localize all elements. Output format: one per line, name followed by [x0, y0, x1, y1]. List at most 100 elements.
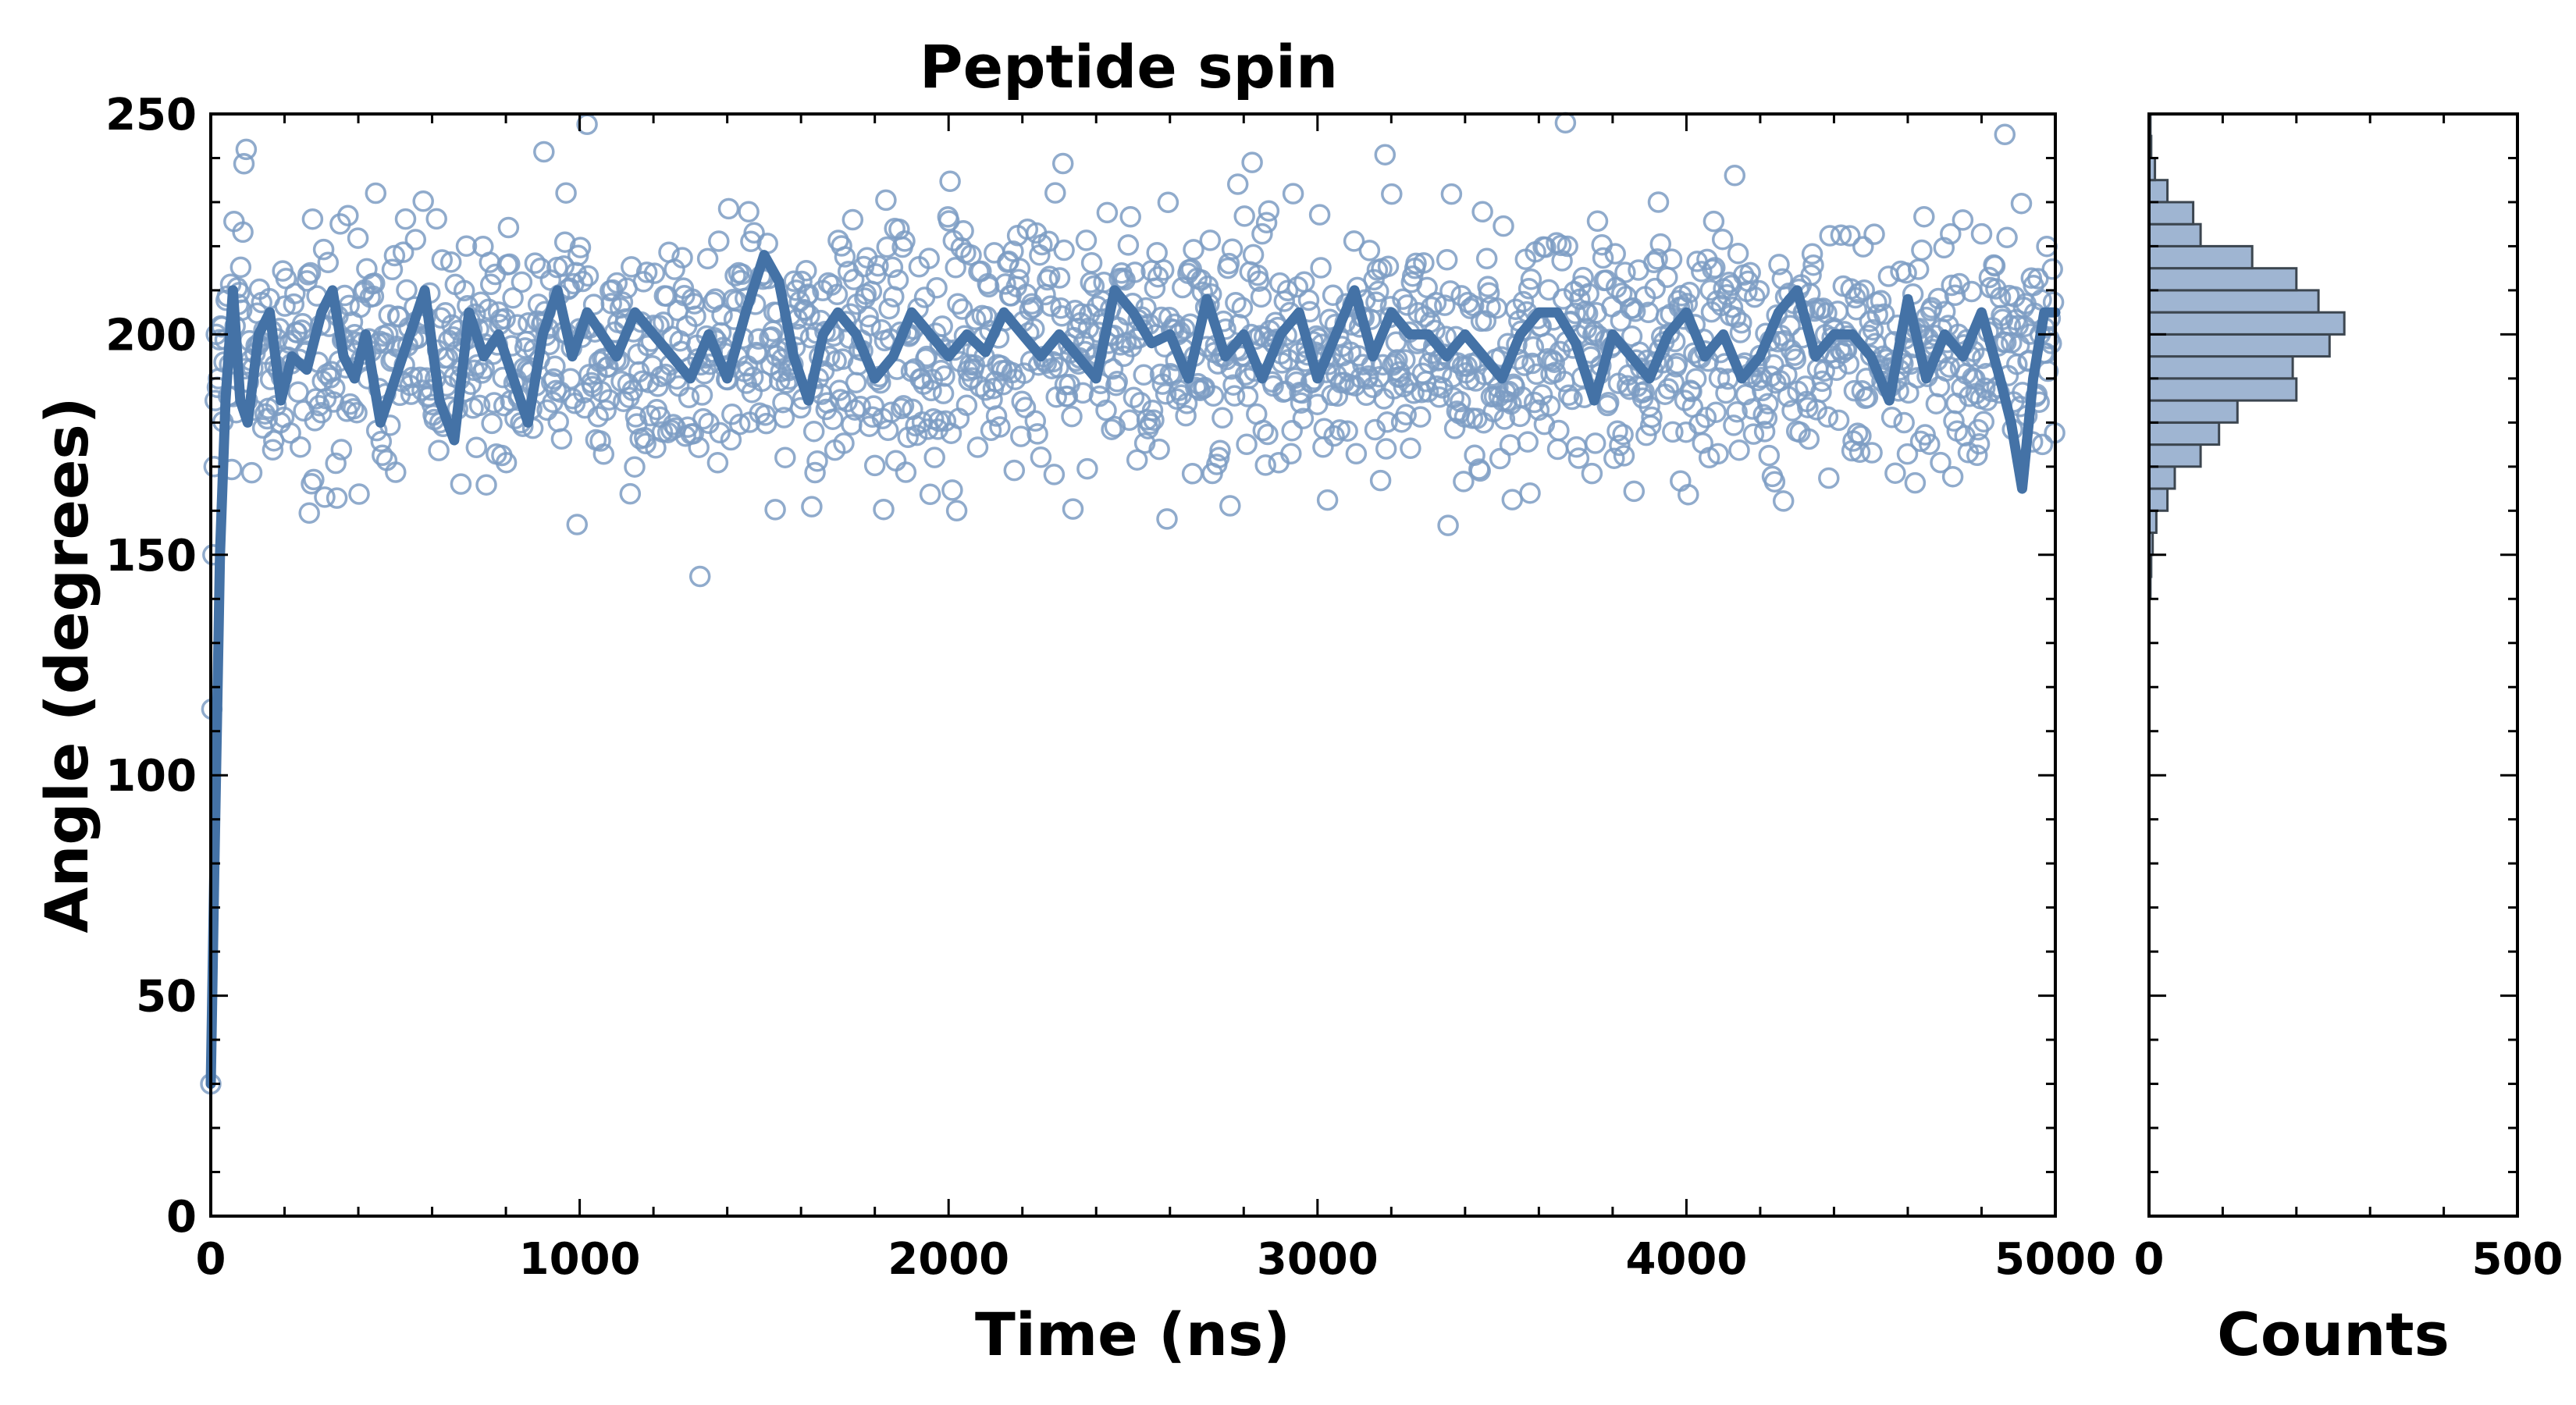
- data-point: [1440, 183, 1463, 205]
- data-point: [1724, 165, 1746, 187]
- data-point: [431, 249, 454, 271]
- data-point: [1729, 322, 1752, 343]
- data-point: [1539, 395, 1561, 417]
- data-point: [938, 210, 960, 232]
- data-point: [1343, 230, 1365, 252]
- data-point: [347, 227, 369, 249]
- data-point: [1117, 234, 1140, 256]
- data-point: [1863, 223, 1885, 245]
- data-point: [789, 397, 812, 419]
- data-point: [678, 386, 700, 409]
- histogram-bar: [2147, 465, 2176, 490]
- data-point: [1336, 420, 1358, 442]
- data-point: [1830, 224, 1852, 246]
- data-point: [1839, 225, 1861, 247]
- data-point: [229, 256, 252, 279]
- data-point: [1561, 388, 1583, 411]
- data-point: [330, 439, 353, 461]
- data-point: [802, 420, 825, 443]
- data-point: [1564, 302, 1586, 325]
- data-point: [1907, 258, 1930, 280]
- data-point: [2010, 192, 2033, 215]
- data-point: [624, 456, 646, 478]
- data-point: [1258, 200, 1280, 222]
- data-point: [1073, 331, 1095, 354]
- data-point: [1158, 306, 1180, 329]
- data-point: [1592, 247, 1614, 269]
- data-point: [1552, 288, 1574, 310]
- data-point: [314, 486, 336, 508]
- histogram-bar: [2147, 443, 2202, 468]
- data-point: [934, 365, 955, 387]
- data-point: [639, 404, 661, 427]
- data-point: [1368, 280, 1389, 303]
- data-point: [894, 230, 916, 252]
- data-point: [1763, 471, 1786, 493]
- data-point: [279, 422, 301, 444]
- data-point: [1685, 368, 1707, 389]
- data-point: [1453, 406, 1476, 428]
- data-point: [1281, 419, 1303, 442]
- x-tick-label: 2000: [888, 1234, 1009, 1285]
- chart-title: Peptide spin: [920, 32, 1338, 101]
- data-point: [481, 412, 503, 435]
- data-point: [980, 419, 1002, 442]
- data-point: [1385, 331, 1407, 354]
- data-point: [1757, 393, 1779, 414]
- data-point: [1051, 152, 1074, 175]
- data-point: [1156, 508, 1178, 530]
- y-tick-label: 100: [105, 751, 197, 802]
- data-point: [606, 272, 628, 294]
- data-point: [875, 189, 897, 212]
- data-point: [878, 297, 900, 320]
- data-point: [1489, 447, 1511, 470]
- data-point: [1499, 434, 1521, 456]
- data-point: [465, 436, 488, 459]
- data-point: [1742, 423, 1765, 445]
- data-point: [1756, 407, 1778, 429]
- data-point: [692, 407, 714, 430]
- data-point: [396, 279, 418, 301]
- data-point: [1681, 380, 1703, 403]
- data-point: [1522, 336, 1545, 358]
- data-point: [1570, 275, 1592, 297]
- data-point: [1023, 318, 1045, 340]
- data-point: [928, 410, 950, 432]
- data-point: [1024, 410, 1047, 432]
- data-point: [1242, 244, 1265, 266]
- data-point: [394, 208, 417, 230]
- histogram-plot-area: 0 500: [2134, 112, 2563, 1285]
- data-point: [506, 314, 528, 336]
- data-point: [1075, 229, 1098, 251]
- data-point: [1358, 240, 1381, 261]
- data-point: [895, 461, 917, 483]
- data-point: [1139, 413, 1162, 435]
- data-point: [867, 254, 889, 277]
- data-point: [1551, 250, 1573, 272]
- data-point: [696, 247, 719, 270]
- data-point: [1548, 419, 1570, 442]
- data-point: [1218, 252, 1240, 275]
- histogram-bar: [2147, 333, 2331, 358]
- data-point: [1914, 424, 1936, 446]
- data-point: [1254, 454, 1276, 476]
- data-point: [1147, 265, 1169, 288]
- data-point: [325, 452, 347, 475]
- data-point: [1779, 315, 1801, 336]
- data-point: [1475, 310, 1497, 332]
- data-point: [795, 259, 817, 282]
- data-point: [475, 474, 497, 496]
- data-point: [831, 235, 852, 257]
- data-point: [1873, 303, 1895, 325]
- data-point: [952, 220, 974, 242]
- data-point: [1255, 212, 1278, 234]
- data-point: [1326, 385, 1349, 407]
- data-point: [1439, 280, 1461, 302]
- data-point: [1369, 469, 1392, 492]
- data-point: [1662, 421, 1684, 443]
- main-plot-area: 0 1000 2000 3000 4000 5000 0 50 100 150 200 250: [105, 90, 2116, 1285]
- data-point: [1009, 258, 1031, 279]
- histogram-bar: [2147, 311, 2346, 336]
- data-point: [1695, 407, 1717, 429]
- data-point: [364, 272, 386, 294]
